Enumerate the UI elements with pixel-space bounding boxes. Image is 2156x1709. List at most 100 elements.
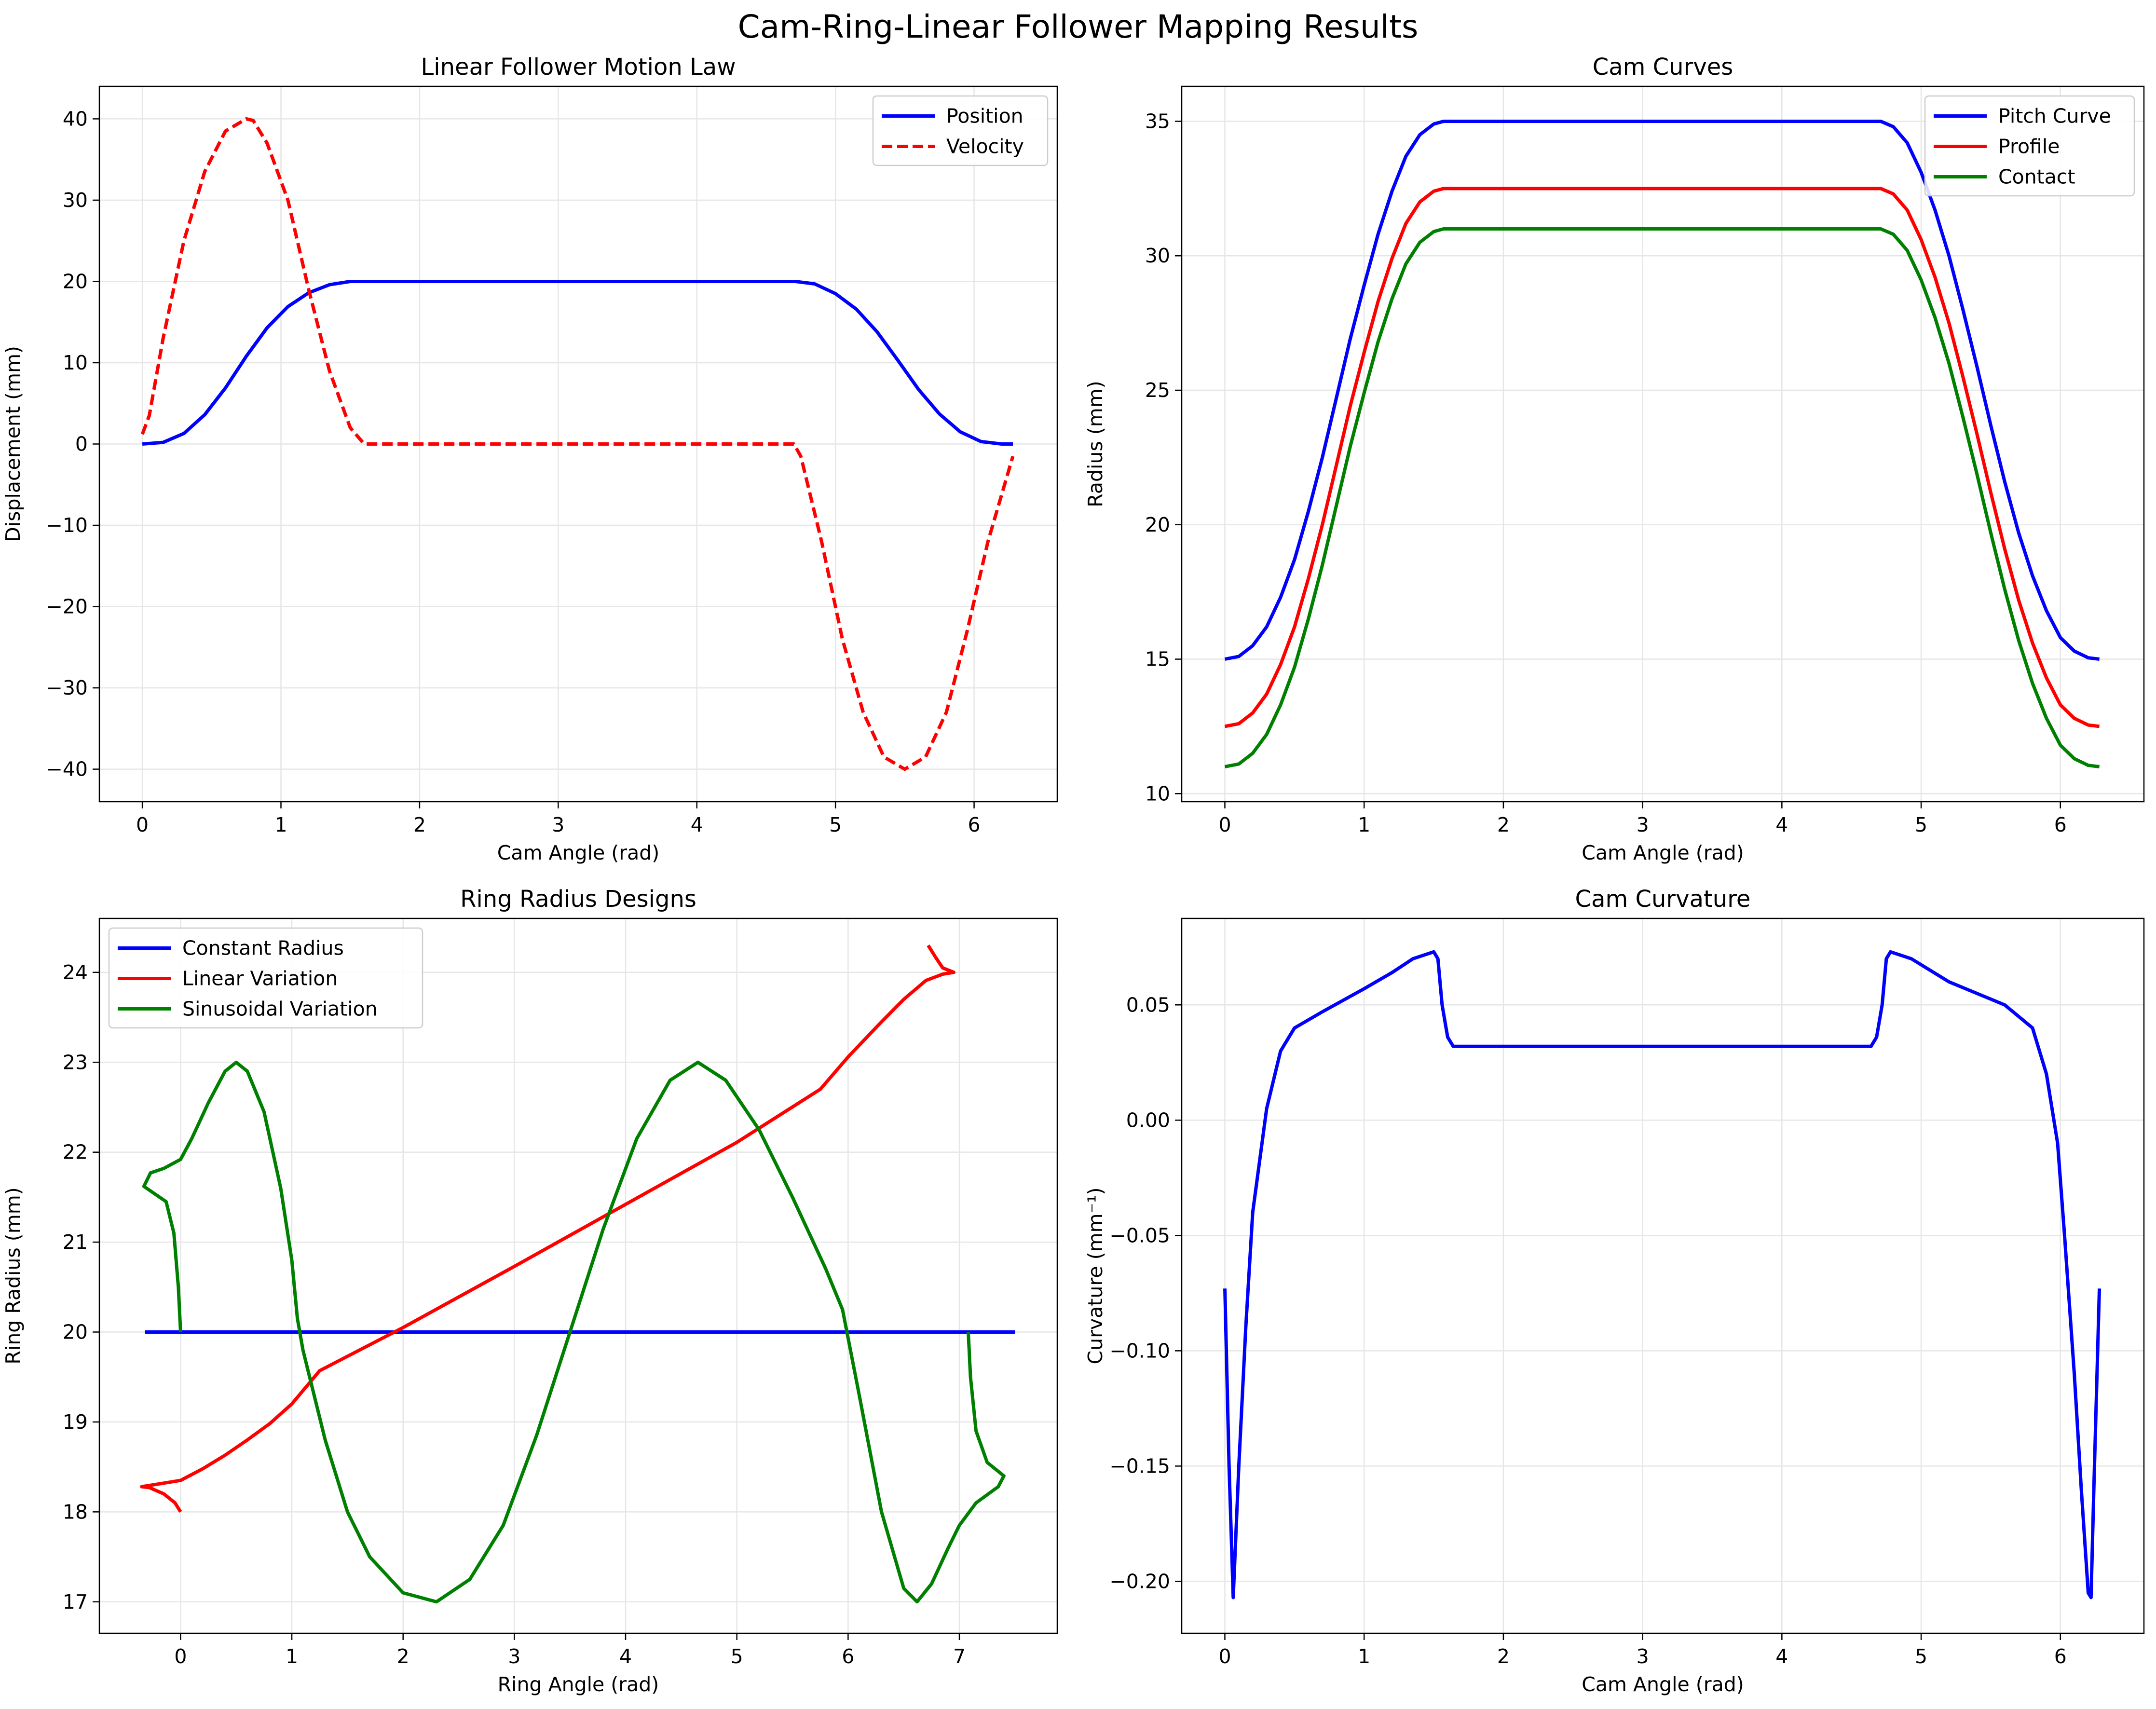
series-line-1 — [1224, 120, 2100, 661]
legend-label: Position — [946, 105, 1023, 128]
x-tick-label: 4 — [1775, 1645, 1788, 1668]
y-tick-label: −0.05 — [1109, 1224, 1170, 1247]
y-tick-label: 10 — [63, 351, 88, 374]
subplot-title: Cam Curvature — [1575, 886, 1751, 913]
figure-title: Cam-Ring-Linear Follower Mapping Results — [738, 8, 1419, 45]
x-tick-label: 6 — [2054, 1645, 2067, 1668]
y-axis-label: Ring Radius (mm) — [1, 1187, 25, 1364]
series-line-1 — [142, 280, 1013, 446]
x-tick-label: 3 — [552, 813, 564, 836]
y-tick-label: 20 — [1145, 513, 1170, 536]
x-tick-label: 0 — [136, 813, 149, 836]
x-tick-label: 0 — [1218, 1645, 1231, 1668]
x-tick-label: 3 — [1637, 1645, 1649, 1668]
subplot-1: 0 1 2 3 4 5 6 −40 −30 −20 −10 0 10 20 30 40 Linear Follo… — [1, 54, 1058, 864]
series-line-1 — [1223, 950, 2101, 1600]
x-tick-label: 6 — [2054, 813, 2067, 836]
y-tick-label: 23 — [63, 1051, 88, 1074]
series-line-2 — [1224, 187, 2100, 728]
series-line-3 — [1224, 227, 2100, 768]
y-tick-label: −0.20 — [1109, 1570, 1170, 1593]
axes-frame — [1181, 85, 2145, 803]
y-tick-label: 30 — [63, 189, 88, 212]
legend-label: Velocity — [946, 135, 1024, 158]
subplot-4: 0 1 2 3 4 5 6 −0.20 −0.15 −0.10 −0.05 0.00 0.05 Cam C… — [1084, 886, 2145, 1696]
legend-label: Sinusoidal Variation — [182, 998, 378, 1021]
y-tick-label: 21 — [63, 1230, 88, 1254]
x-axis-label: Cam Angle (rad) — [497, 841, 659, 864]
y-tick-label: −30 — [46, 676, 88, 699]
y-tick-label: 22 — [63, 1141, 88, 1164]
x-tick-label: 1 — [1358, 813, 1370, 836]
legend-label: Linear Variation — [182, 967, 338, 990]
x-tick-label: 2 — [397, 1645, 409, 1668]
legend-box — [1924, 95, 2135, 197]
y-tick-label: 30 — [1145, 244, 1170, 267]
legend-label: Contact — [1998, 165, 2075, 189]
x-tick-label: 1 — [1358, 1645, 1370, 1668]
x-tick-label: 5 — [1915, 1645, 1927, 1668]
series-line-2 — [140, 117, 1015, 771]
subplot-title: Cam Curves — [1593, 54, 1733, 81]
y-axis-label: Radius (mm) — [1084, 381, 1107, 507]
y-tick-label: 19 — [63, 1410, 88, 1434]
y-tick-label: 40 — [63, 107, 88, 130]
legend-label: Pitch Curve — [1998, 105, 2111, 128]
x-axis-label: Cam Angle (rad) — [1582, 841, 1744, 864]
subplot-2: 0 1 2 3 4 5 6 10 15 20 25 30 35 Cam Curves Cam Angle (… — [1084, 54, 2145, 864]
legend: Constant Radius Linear Variation Sinusoida… — [108, 927, 423, 1029]
legend: Position Velocity — [872, 95, 1049, 166]
x-tick-label: 2 — [1497, 1645, 1510, 1668]
y-tick-label: 0.05 — [1126, 993, 1170, 1016]
x-tick-label: 7 — [953, 1645, 966, 1668]
y-tick-label: −0.10 — [1109, 1339, 1170, 1362]
y-tick-label: 35 — [1145, 109, 1170, 133]
subplot-title: Ring Radius Designs — [460, 886, 696, 913]
y-tick-label: 25 — [1145, 379, 1170, 402]
legend-label: Profile — [1998, 135, 2060, 158]
subplot-title: Linear Follower Motion Law — [421, 54, 736, 81]
y-tick-label: 24 — [63, 961, 88, 984]
x-tick-label: 1 — [274, 813, 287, 836]
x-tick-label: 5 — [829, 813, 842, 836]
x-tick-label: 3 — [1637, 813, 1649, 836]
axes-frame — [1181, 917, 2145, 1634]
y-tick-label: 10 — [1145, 782, 1170, 805]
x-tick-label: 0 — [1218, 813, 1231, 836]
y-tick-label: −20 — [46, 595, 88, 618]
x-axis-label: Ring Angle (rad) — [498, 1673, 659, 1696]
y-tick-label: 20 — [63, 270, 88, 293]
x-tick-label: 3 — [508, 1645, 520, 1668]
x-tick-label: 2 — [413, 813, 426, 836]
legend-box — [108, 927, 423, 1029]
series-line-3 — [142, 1060, 1006, 1604]
y-tick-label: −0.15 — [1109, 1454, 1170, 1477]
x-axis-label: Cam Angle (rad) — [1582, 1673, 1744, 1696]
axes-frame — [98, 917, 1058, 1634]
y-tick-label: −40 — [46, 758, 88, 781]
x-tick-label: 4 — [691, 813, 703, 836]
y-tick-label: 17 — [63, 1590, 88, 1613]
y-tick-label: 15 — [1145, 648, 1170, 671]
y-tick-label: 0 — [75, 433, 88, 456]
y-tick-label: 0.00 — [1126, 1108, 1170, 1132]
x-tick-label: 5 — [1915, 813, 1927, 836]
series-line-2 — [140, 944, 955, 1513]
legend-label: Constant Radius — [182, 937, 344, 960]
x-tick-label: 2 — [1497, 813, 1510, 836]
x-tick-label: 0 — [174, 1645, 187, 1668]
y-axis-label: Displacement (mm) — [1, 346, 25, 542]
x-tick-label: 5 — [731, 1645, 743, 1668]
y-tick-label: 18 — [63, 1500, 88, 1523]
x-tick-label: 1 — [286, 1645, 298, 1668]
x-tick-label: 6 — [842, 1645, 854, 1668]
y-tick-label: −10 — [46, 514, 88, 537]
x-tick-label: 4 — [619, 1645, 632, 1668]
x-tick-label: 4 — [1775, 813, 1788, 836]
y-axis-label: Curvature (mm⁻¹) — [1084, 1187, 1107, 1364]
x-tick-label: 6 — [968, 813, 981, 836]
